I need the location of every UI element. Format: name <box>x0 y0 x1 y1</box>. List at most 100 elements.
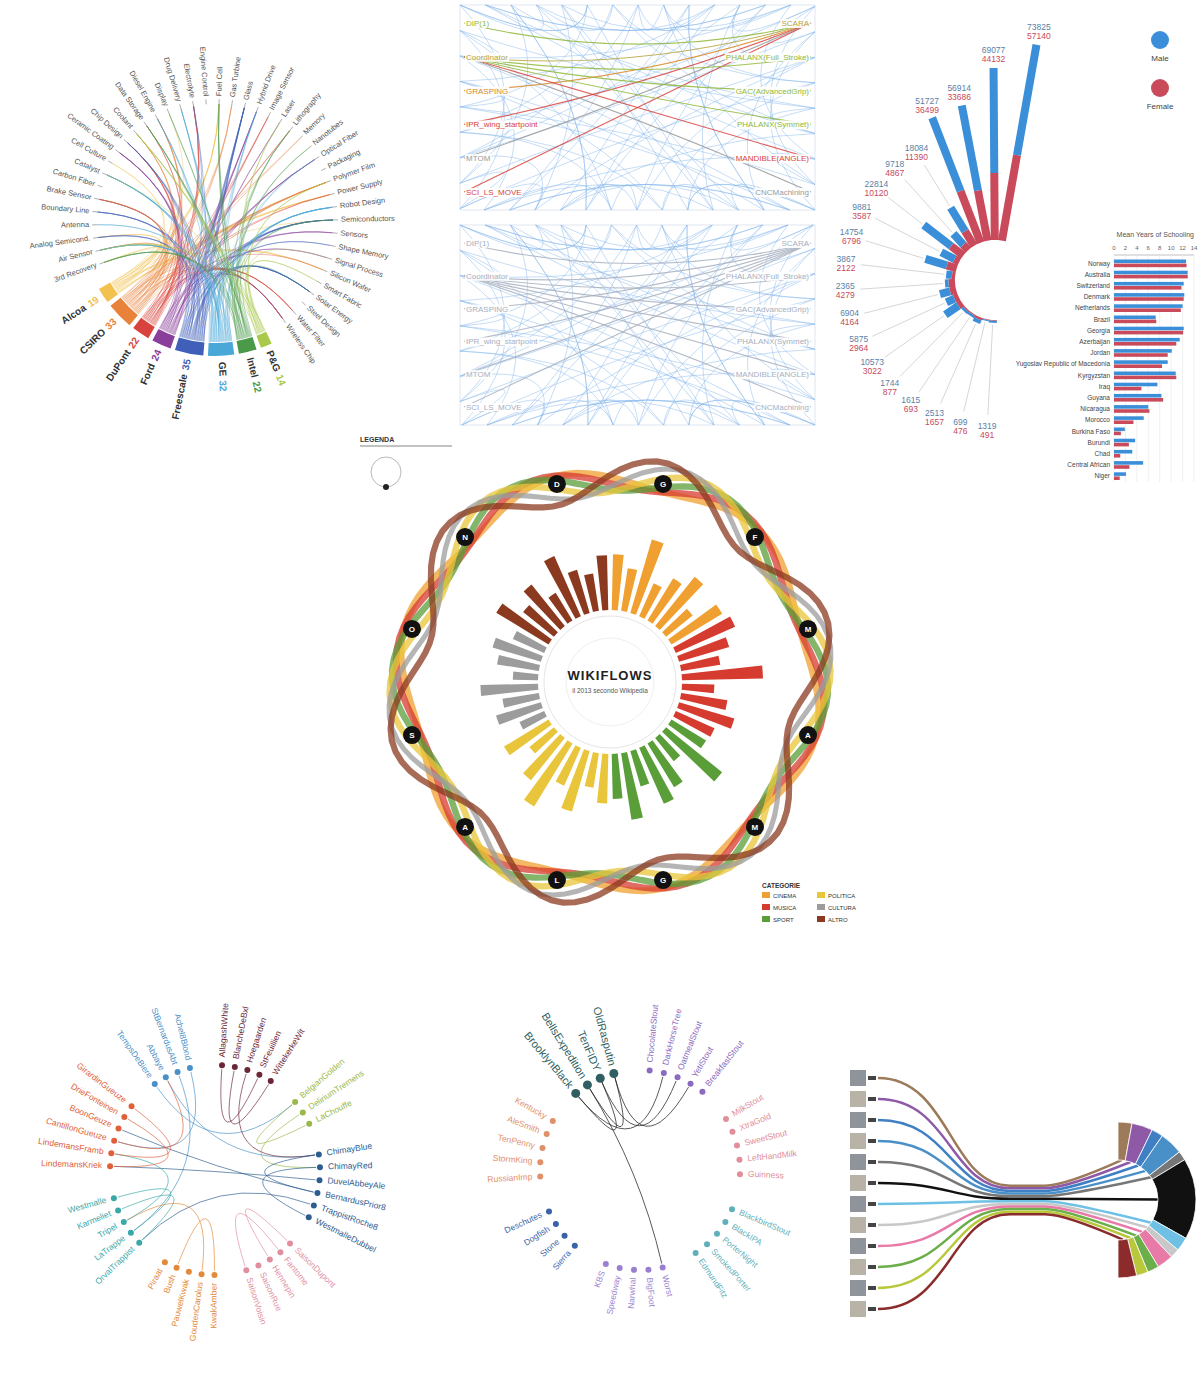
link <box>169 113 248 337</box>
source-value: 14 <box>274 373 289 388</box>
label-patch <box>465 305 509 314</box>
category-label: Guyana <box>1087 394 1110 402</box>
flow <box>878 1214 1123 1309</box>
bar <box>1114 387 1141 391</box>
thumbnail <box>868 1265 876 1269</box>
node <box>268 1078 274 1084</box>
node-label: Westmalle <box>67 1195 108 1215</box>
node-label: Bush <box>161 1273 177 1295</box>
node <box>537 1159 543 1165</box>
node-label: DIP(1) <box>466 239 489 248</box>
node-label: StormKing <box>492 1153 533 1166</box>
target-tick <box>330 193 335 194</box>
category-label: Yugoslav Republic of Macedonia <box>1016 360 1111 368</box>
node-label: MANDIBLE(ANGLE) <box>736 370 810 379</box>
data-label: 44132 <box>982 54 1006 64</box>
bar <box>1114 286 1181 290</box>
source-value: 33 <box>103 315 119 331</box>
target-tick <box>327 258 332 260</box>
source-value: 32 <box>218 380 230 392</box>
edge <box>460 132 611 210</box>
bar <box>1114 320 1156 324</box>
edge <box>662 83 815 210</box>
bar <box>673 711 714 737</box>
target-tick <box>293 311 296 315</box>
node-label: PHALANX(Full_Stroke) <box>726 272 809 281</box>
edge <box>464 57 811 192</box>
target-tick <box>310 292 314 295</box>
bar-female <box>958 303 962 306</box>
node <box>292 1099 298 1105</box>
link <box>147 126 249 337</box>
node <box>609 1069 618 1078</box>
target-tick <box>98 185 103 186</box>
link <box>178 1219 214 1271</box>
node-label: O <box>409 625 415 634</box>
data-label: 2964 <box>849 343 868 353</box>
category-label: Burkina Faso <box>1072 428 1111 435</box>
wikiflows-panel: LEGENDAGFMAMGLASONDWIKIFLOWSil 2013 seco… <box>360 436 856 923</box>
source-value: 22 <box>251 380 264 394</box>
bar-male <box>925 259 946 266</box>
target-tick <box>99 262 104 264</box>
category-label: Denmark <box>1084 293 1111 300</box>
source-value: 35 <box>179 358 192 371</box>
bar <box>1114 338 1180 342</box>
node-label: GAC(AdvancedGrip) <box>736 87 810 96</box>
bar <box>1114 428 1125 432</box>
bar-female <box>978 317 979 319</box>
bar <box>1114 405 1148 409</box>
node-label: AleSmith <box>506 1114 542 1136</box>
link <box>234 149 307 340</box>
grid-line <box>1194 255 1195 482</box>
target-tick <box>94 198 99 200</box>
source-label: P&G14 <box>264 349 288 388</box>
node <box>799 620 817 638</box>
edge <box>562 5 739 210</box>
leader <box>884 316 943 358</box>
legend-swatch <box>762 904 770 910</box>
bar-male <box>946 299 954 303</box>
link <box>115 1154 168 1220</box>
edge <box>460 5 791 58</box>
legend-heading: CATEGORIE <box>762 882 801 889</box>
sankey-panel <box>850 1070 1196 1317</box>
node-label: Deschutes <box>503 1210 544 1236</box>
node <box>746 818 764 836</box>
legend-icon <box>383 484 389 490</box>
bar-male <box>976 319 978 322</box>
label-patch <box>754 403 810 412</box>
target-tick <box>257 107 259 112</box>
category-label: Australia <box>1085 271 1111 278</box>
node <box>121 1219 127 1225</box>
bar <box>513 672 539 681</box>
thumbnail <box>868 1307 876 1311</box>
node-label: CNCMachining <box>755 188 809 197</box>
node <box>562 1233 568 1239</box>
edge <box>464 276 811 342</box>
node-label: LaChouffe <box>314 1098 354 1124</box>
label-patch <box>735 87 811 96</box>
bar <box>1114 416 1144 420</box>
bar <box>1114 260 1186 264</box>
target-label: Brake Sensor <box>46 184 93 202</box>
edge <box>464 57 811 158</box>
bar-male <box>964 309 966 311</box>
edge <box>689 5 765 210</box>
bar <box>677 637 729 662</box>
data-label: 476 <box>953 426 967 436</box>
bar <box>682 666 763 681</box>
node <box>456 818 474 836</box>
thumbnail <box>868 1286 876 1290</box>
edge <box>487 373 815 425</box>
title: WIKIFLOWS <box>568 668 653 683</box>
node <box>617 1265 623 1271</box>
segment <box>1118 1239 1137 1278</box>
link <box>107 175 229 341</box>
subtitle: il 2013 secondo Wikipedia <box>572 687 648 695</box>
node-label: M <box>752 823 759 832</box>
data-label: 4279 <box>836 290 855 300</box>
bar-female <box>950 290 956 292</box>
node-label: Kentucky <box>513 1095 549 1121</box>
bar <box>1114 443 1129 447</box>
